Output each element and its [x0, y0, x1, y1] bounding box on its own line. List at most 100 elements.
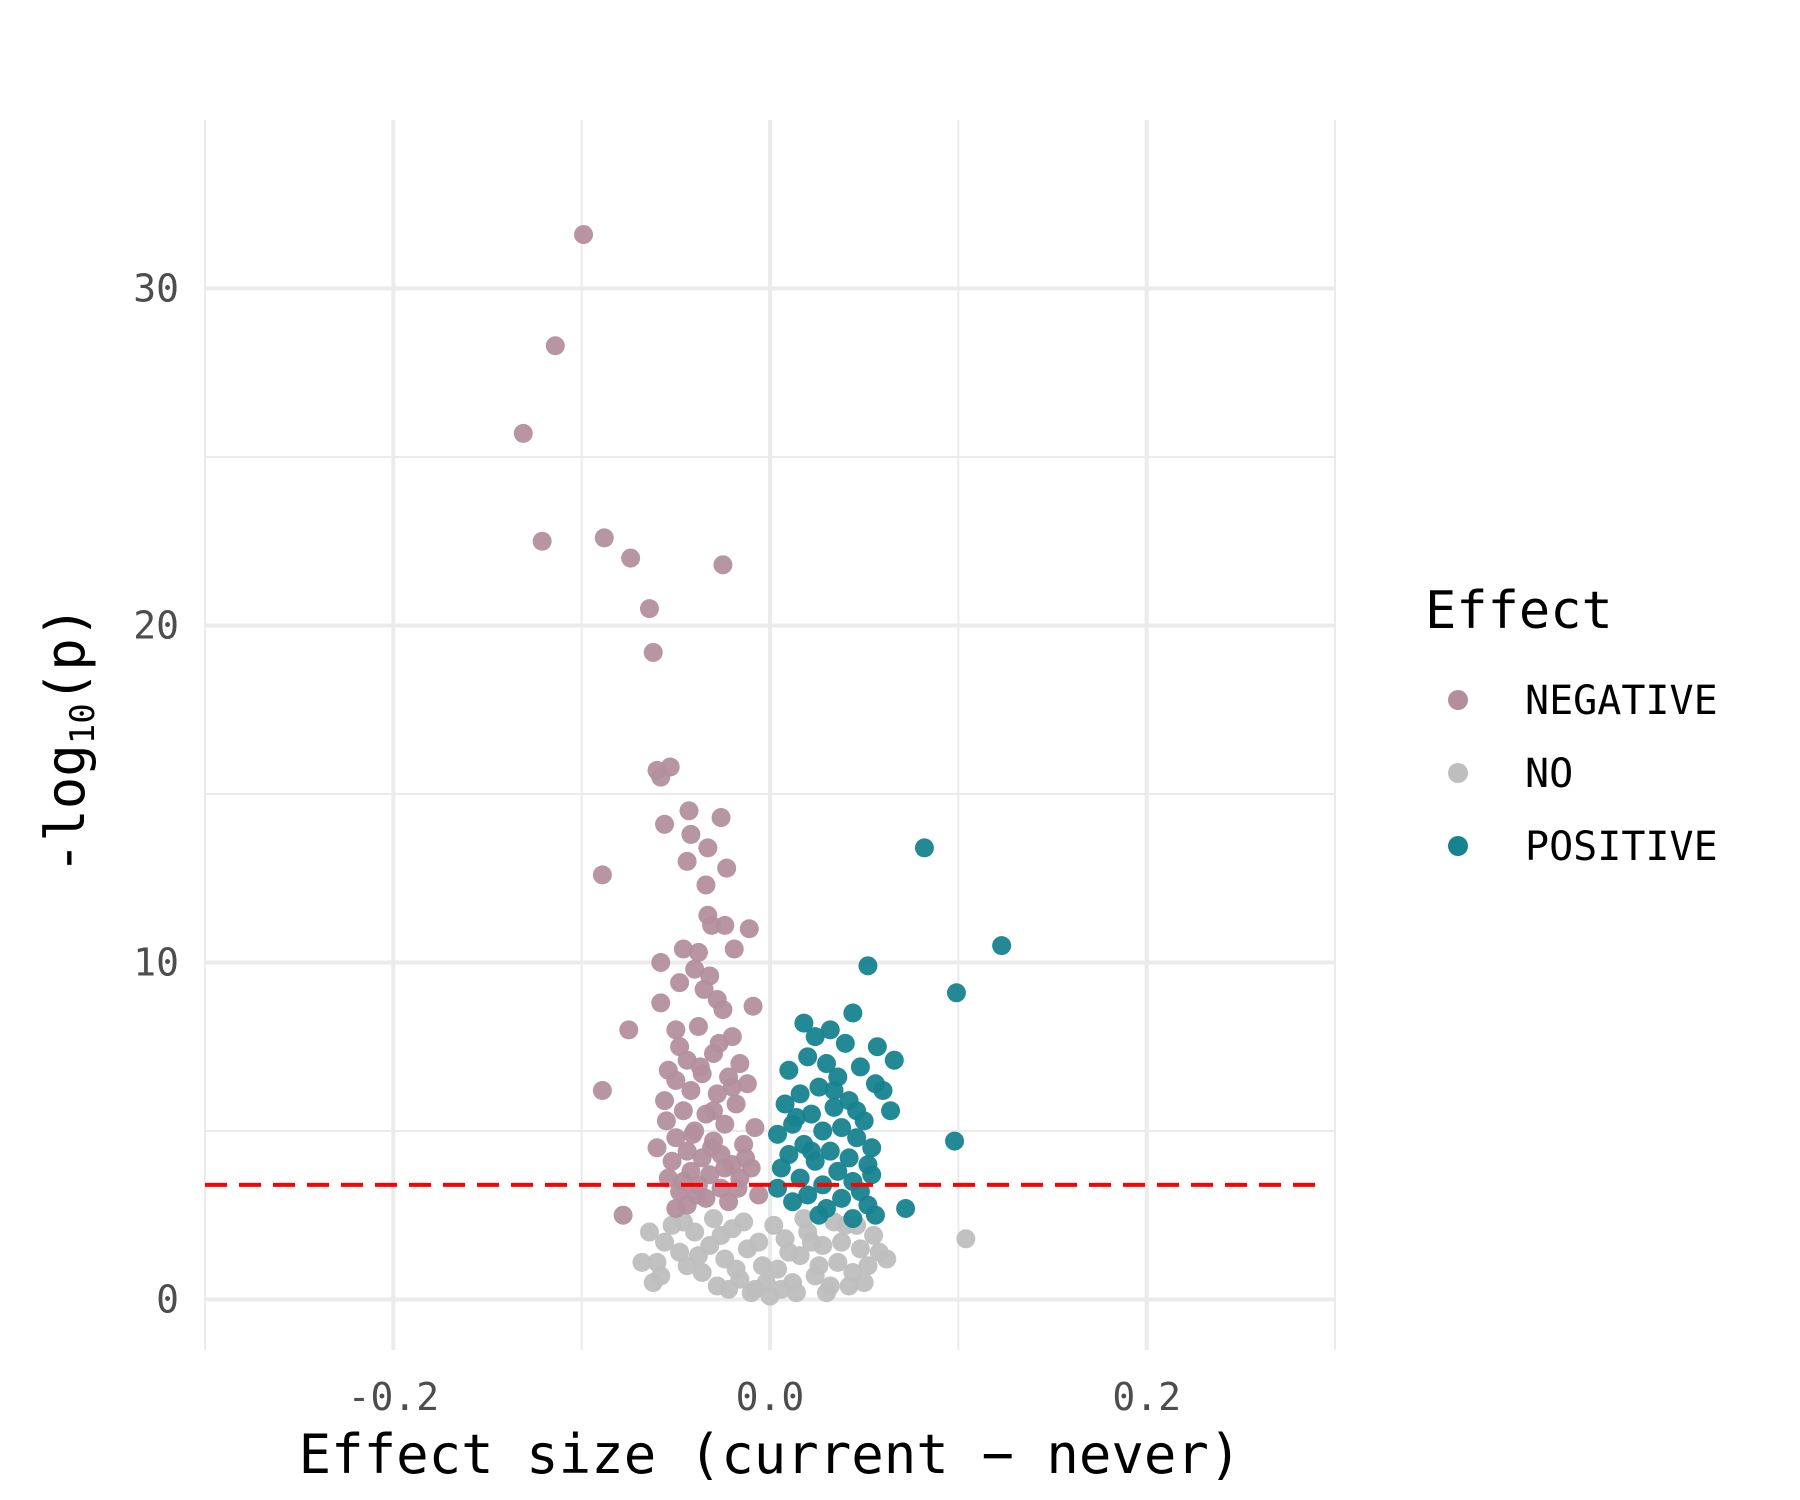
point-positive — [768, 1178, 788, 1198]
point-negative — [666, 1020, 686, 1040]
point-negative — [662, 1151, 682, 1171]
point-positive — [783, 1192, 803, 1212]
point-negative — [715, 1158, 735, 1178]
point-positive — [824, 1097, 844, 1117]
point-no — [794, 1209, 814, 1229]
point-positive — [847, 1101, 867, 1121]
point-negative — [647, 1138, 667, 1158]
point-negative — [513, 423, 533, 443]
point-positive — [858, 956, 878, 976]
point-positive — [862, 1138, 882, 1158]
y-axis-title-subscript: 10 — [63, 703, 103, 744]
point-positive — [914, 838, 934, 858]
point-negative — [592, 865, 612, 885]
point-no — [632, 1252, 652, 1272]
point-negative — [656, 1111, 676, 1131]
point-negative — [545, 336, 565, 356]
point-positive — [817, 1054, 836, 1074]
point-negative — [643, 642, 663, 662]
point-negative — [670, 973, 690, 993]
point-no — [639, 1222, 659, 1242]
point-negative — [715, 1114, 735, 1134]
point-negative — [574, 225, 594, 245]
point-negative — [592, 1081, 612, 1101]
point-negative — [673, 939, 693, 959]
grid-major — [205, 120, 1335, 1350]
point-no — [719, 1279, 739, 1299]
point-negative — [621, 548, 641, 568]
point-positive — [824, 1081, 844, 1101]
point-negative — [745, 1118, 765, 1138]
point-no — [764, 1215, 784, 1235]
y-tick-label: 10 — [133, 940, 179, 984]
point-negative — [707, 1084, 727, 1104]
point-positive — [786, 1107, 806, 1127]
point-negative — [673, 1101, 693, 1121]
point-positive — [809, 1077, 829, 1097]
point-positive — [798, 1185, 818, 1205]
point-negative — [698, 838, 718, 858]
legend-label-no: NO — [1525, 751, 1573, 797]
point-negative — [719, 1192, 739, 1212]
point-no — [832, 1232, 852, 1252]
point-no — [854, 1273, 874, 1293]
points-negative — [513, 225, 769, 1225]
point-positive — [945, 1131, 965, 1151]
x-tick-label: 0.0 — [736, 1375, 805, 1419]
point-negative — [702, 1138, 722, 1158]
point-negative — [679, 801, 699, 821]
point-no — [749, 1232, 769, 1252]
x-axis-title: Effect size (current − never) — [299, 1423, 1242, 1486]
point-negative — [677, 851, 697, 871]
point-negative — [687, 1185, 707, 1205]
point-no — [858, 1256, 878, 1276]
point-positive — [992, 936, 1012, 956]
point-positive — [850, 1057, 870, 1077]
point-negative — [749, 1185, 769, 1205]
point-no — [864, 1225, 884, 1245]
x-tick-label: -0.2 — [348, 1375, 440, 1419]
point-positive — [798, 1047, 818, 1067]
point-negative — [717, 858, 737, 878]
point-negative — [736, 1148, 756, 1168]
point-positive — [867, 1037, 887, 1057]
point-no — [828, 1252, 848, 1272]
legend-key-positive — [1448, 836, 1468, 856]
point-positive — [801, 1141, 821, 1161]
point-negative — [704, 1101, 723, 1121]
point-positive — [828, 1161, 848, 1181]
point-negative — [730, 1054, 750, 1074]
point-no — [786, 1283, 806, 1303]
y-axis-title: -log10(p) — [34, 606, 103, 875]
point-negative — [651, 952, 671, 972]
point-negative — [688, 942, 708, 962]
point-no — [704, 1209, 723, 1229]
point-negative — [696, 875, 716, 895]
point-positive — [896, 1198, 916, 1218]
point-positive — [775, 1094, 795, 1114]
point-positive — [768, 1124, 788, 1144]
point-positive — [801, 1104, 821, 1124]
point-no — [850, 1239, 870, 1259]
y-axis-title-tail: (p) — [34, 606, 97, 704]
point-positive — [865, 1205, 885, 1225]
point-positive — [820, 1020, 840, 1040]
point-negative — [666, 1128, 686, 1148]
point-positive — [884, 1050, 904, 1070]
point-positive — [835, 1033, 855, 1053]
point-no — [839, 1276, 859, 1296]
y-tick-label: 0 — [156, 1277, 179, 1321]
point-negative — [715, 915, 735, 935]
point-negative — [688, 1016, 708, 1036]
point-positive — [790, 1084, 810, 1104]
point-positive — [805, 1027, 825, 1047]
point-negative — [619, 1020, 639, 1040]
point-no — [779, 1242, 799, 1262]
legend-label-negative: NEGATIVE — [1525, 678, 1718, 724]
point-no — [817, 1283, 836, 1303]
point-negative — [655, 814, 675, 834]
point-negative — [694, 979, 714, 999]
point-negative — [594, 528, 614, 548]
point-positive — [839, 1148, 859, 1168]
